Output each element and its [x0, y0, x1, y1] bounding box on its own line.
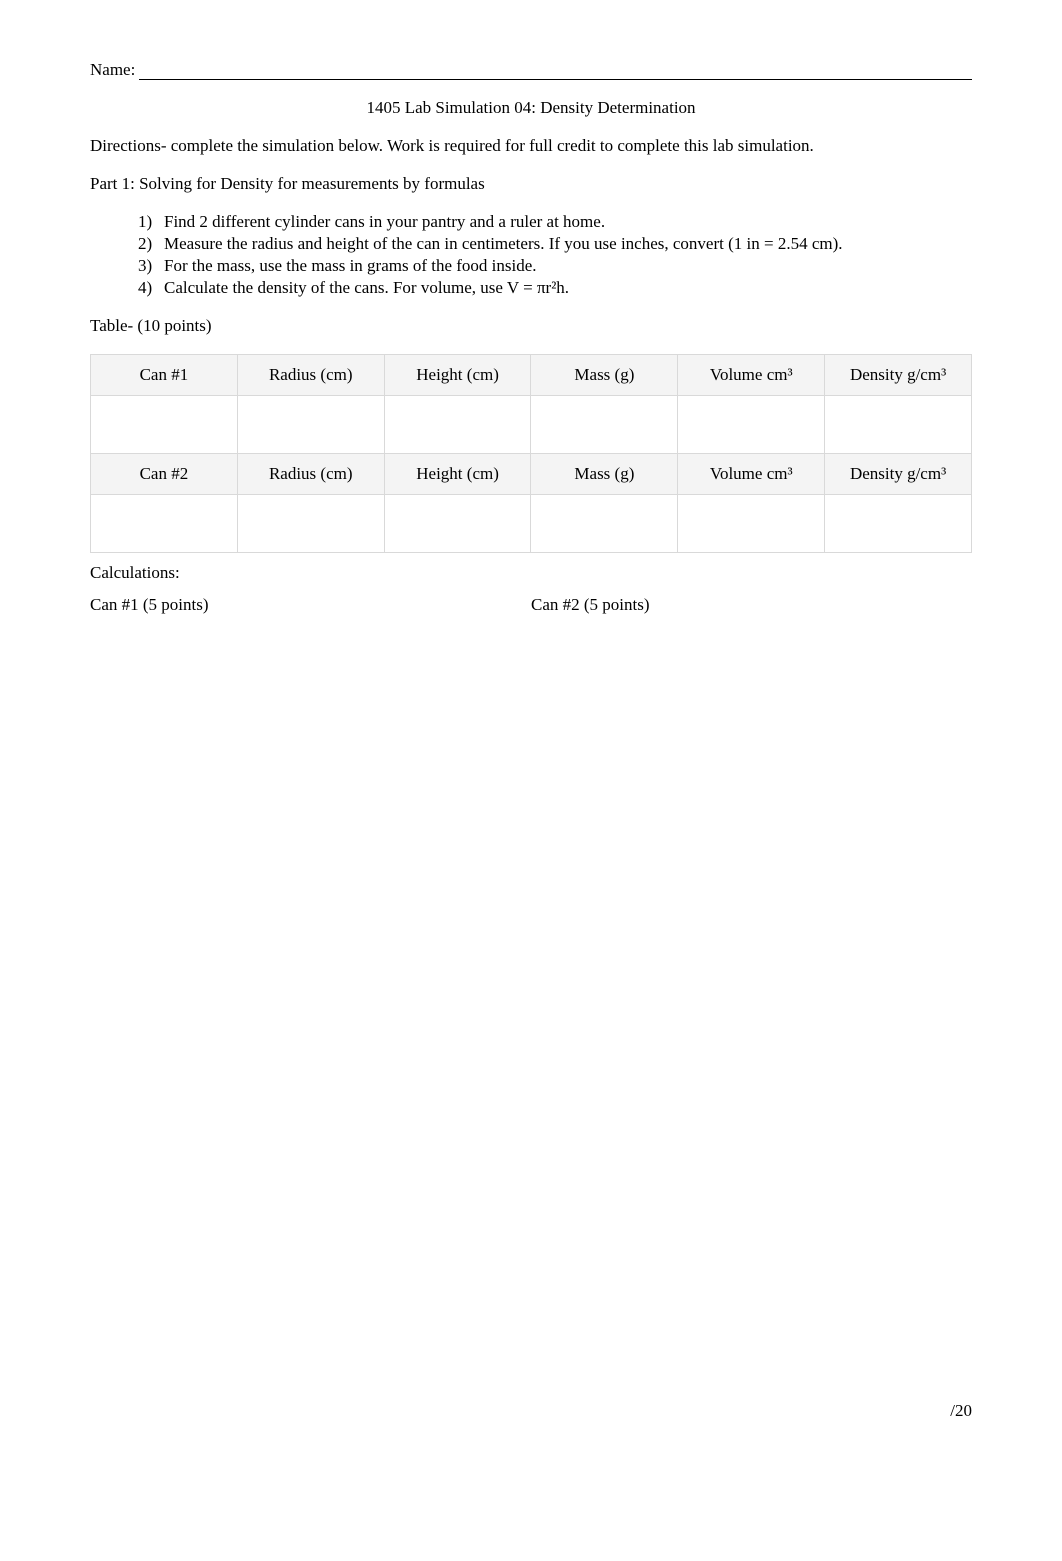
- list-number: 4): [138, 278, 164, 298]
- document-title: 1405 Lab Simulation 04: Density Determin…: [90, 98, 972, 118]
- table-header-row: Can #1 Radius (cm) Height (cm) Mass (g) …: [91, 355, 972, 396]
- table-cell[interactable]: [531, 495, 678, 553]
- list-text: Find 2 different cylinder cans in your p…: [164, 212, 972, 232]
- list-item: 2) Measure the radius and height of the …: [138, 234, 972, 254]
- steps-list: 1) Find 2 different cylinder cans in you…: [138, 212, 972, 298]
- table-header-cell: Height (cm): [384, 355, 531, 396]
- table-blank-row: [91, 495, 972, 553]
- calculations-label: Calculations:: [90, 563, 972, 583]
- table-header-cell: Volume cm³: [678, 454, 825, 495]
- table-cell[interactable]: [237, 495, 384, 553]
- table-header-cell: Radius (cm): [237, 454, 384, 495]
- table-cell[interactable]: [384, 495, 531, 553]
- data-table-wrap: Can #1 Radius (cm) Height (cm) Mass (g) …: [90, 354, 972, 553]
- table-header-cell: Can #1: [91, 355, 238, 396]
- list-number: 2): [138, 234, 164, 254]
- page-total: /20: [950, 1401, 972, 1421]
- data-table: Can #1 Radius (cm) Height (cm) Mass (g) …: [90, 354, 972, 553]
- can1-heading: Can #1 (5 points): [90, 595, 531, 615]
- list-item: 1) Find 2 different cylinder cans in you…: [138, 212, 972, 232]
- list-text: Measure the radius and height of the can…: [164, 234, 972, 254]
- directions-text: Directions- complete the simulation belo…: [90, 136, 972, 156]
- list-number: 3): [138, 256, 164, 276]
- table-header-row: Can #2 Radius (cm) Height (cm) Mass (g) …: [91, 454, 972, 495]
- table-cell[interactable]: [678, 396, 825, 454]
- calc-headings-row: Can #1 (5 points) Can #2 (5 points): [90, 595, 972, 615]
- table-header-cell: Height (cm): [384, 454, 531, 495]
- table-cell[interactable]: [531, 396, 678, 454]
- list-item: 3) For the mass, use the mass in grams o…: [138, 256, 972, 276]
- list-text: Calculate the density of the cans. For v…: [164, 278, 972, 298]
- table-cell[interactable]: [237, 396, 384, 454]
- table-header-cell: Density g/cm³: [825, 355, 972, 396]
- name-label: Name:: [90, 60, 135, 80]
- name-underline[interactable]: [139, 66, 972, 80]
- table-header-cell: Mass (g): [531, 454, 678, 495]
- table-label: Table- (10 points): [90, 316, 972, 336]
- name-field-row: Name:: [90, 60, 972, 80]
- table-cell[interactable]: [825, 495, 972, 553]
- list-item: 4) Calculate the density of the cans. Fo…: [138, 278, 972, 298]
- table-header-cell: Density g/cm³: [825, 454, 972, 495]
- list-text: For the mass, use the mass in grams of t…: [164, 256, 972, 276]
- table-cell[interactable]: [384, 396, 531, 454]
- part1-heading: Part 1: Solving for Density for measurem…: [90, 174, 972, 194]
- table-cell[interactable]: [91, 396, 238, 454]
- table-header-cell: Volume cm³: [678, 355, 825, 396]
- table-cell[interactable]: [678, 495, 825, 553]
- table-header-cell: Can #2: [91, 454, 238, 495]
- table-cell[interactable]: [825, 396, 972, 454]
- table-header-cell: Mass (g): [531, 355, 678, 396]
- can2-heading: Can #2 (5 points): [531, 595, 972, 615]
- list-number: 1): [138, 212, 164, 232]
- table-header-cell: Radius (cm): [237, 355, 384, 396]
- table-cell[interactable]: [91, 495, 238, 553]
- table-blank-row: [91, 396, 972, 454]
